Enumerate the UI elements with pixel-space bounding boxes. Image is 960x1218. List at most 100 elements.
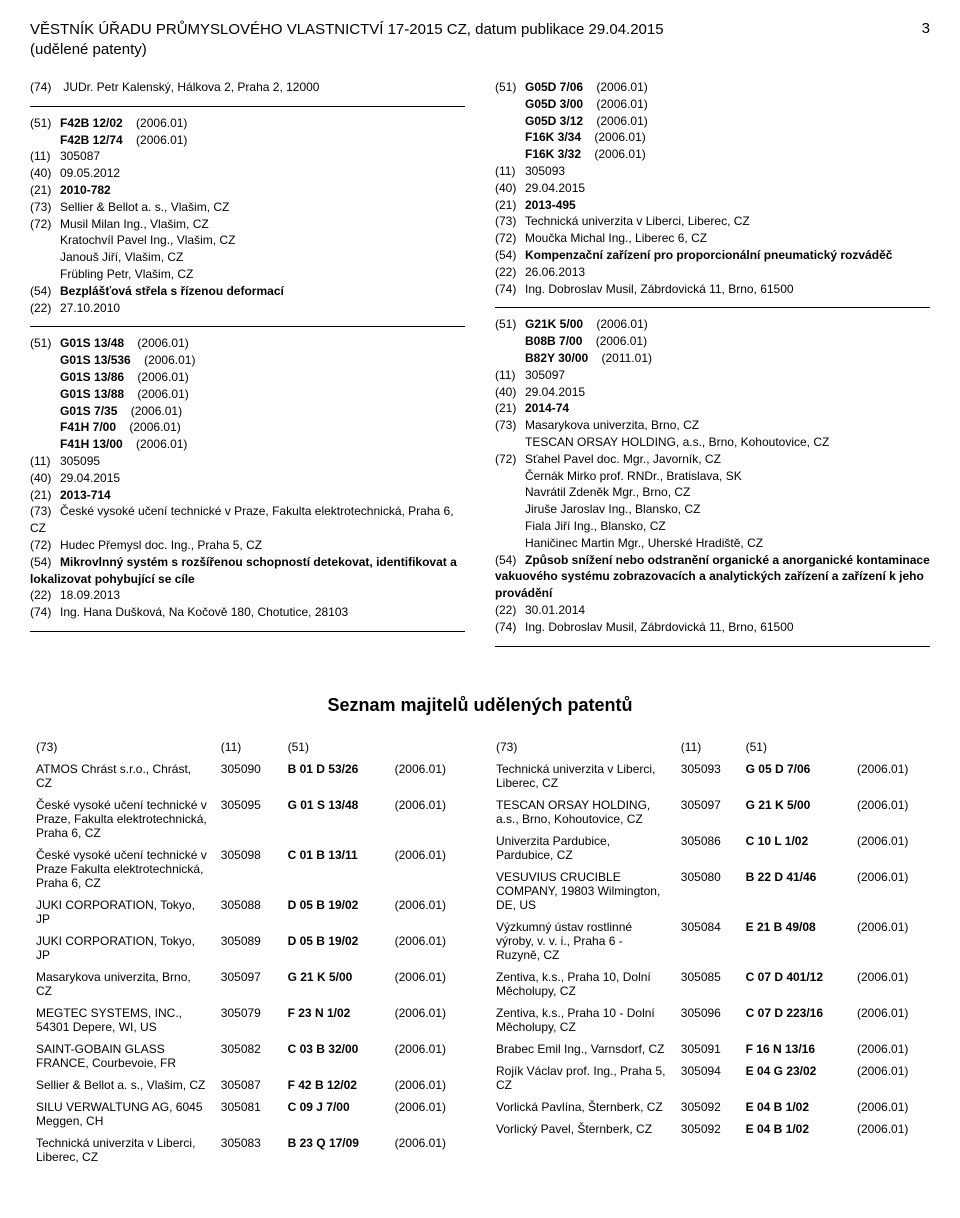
field-code: (11): [495, 163, 525, 180]
entry-line: F42B 12/74 (2006.01): [30, 132, 465, 149]
entry-line: Frübling Petr, Vlašim, CZ: [30, 266, 465, 283]
owner-class: E 04 G 23/02: [740, 1060, 851, 1096]
table-row: Vorlická Pavlína, Šternberk, CZ305092E 0…: [490, 1096, 930, 1118]
field-code: (72): [30, 216, 60, 233]
owner-name: Zentiva, k.s., Praha 10, Dolní Měcholupy…: [490, 966, 675, 1002]
field-code: (51): [495, 316, 525, 333]
owners-table-left: (73) (11) (51) ATMOS Chrást s.r.o., Chrá…: [30, 736, 470, 1168]
owner-year: (2006.01): [389, 894, 470, 930]
table-row: Výzkumný ústav rostlinné výroby, v. v. i…: [490, 916, 930, 966]
field-value: 2010-782: [60, 183, 111, 197]
field-value: Ing. Hana Dušková, Na Kočově 180, Chotut…: [60, 605, 348, 619]
owner-class: G 21 K 5/00: [282, 966, 389, 1002]
table-row: České vysoké učení technické v Praze, Fa…: [30, 794, 470, 844]
entry-line: (74)Ing. Dobroslav Musil, Zábrdovická 11…: [495, 281, 930, 298]
owner-class: F 16 N 13/16: [740, 1038, 851, 1060]
header-51: (51): [282, 736, 470, 758]
field-value: 29.04.2015: [525, 385, 585, 399]
owner-year: (2006.01): [851, 1060, 930, 1096]
field-value: F41H 7/00: [60, 420, 116, 434]
field-value: F41H 13/00: [60, 437, 123, 451]
field-value: G01S 13/86: [60, 370, 124, 384]
table-row: Masarykova univerzita, Brno, CZ305097G 2…: [30, 966, 470, 1002]
field-year: (2011.01): [598, 351, 652, 365]
inventor-name: JUDr. Petr Kalenský, Hálkova 2, Praha 2,…: [63, 80, 319, 94]
table-row: VESUVIUS CRUCIBLE COMPANY, 19803 Wilming…: [490, 866, 930, 916]
owner-name: MEGTEC SYSTEMS, INC., 54301 Depere, WI, …: [30, 1002, 215, 1038]
table-row: JUKI CORPORATION, Tokyo, JP305089D 05 B …: [30, 930, 470, 966]
header-title: VĚSTNÍK ÚŘADU PRŮMYSLOVÉHO VLASTNICTVÍ 1…: [30, 20, 664, 59]
owner-year: (2006.01): [389, 930, 470, 966]
owner-number: 305094: [675, 1060, 740, 1096]
field-code: (72): [30, 537, 60, 554]
entry-line: (72)Musil Milan Ing., Vlašim, CZ: [30, 216, 465, 233]
owner-number: 305085: [675, 966, 740, 1002]
owner-name: Technická univerzita v Liberci, Liberec,…: [30, 1132, 215, 1168]
owner-year: (2006.01): [851, 966, 930, 1002]
page-number: 3: [922, 20, 930, 59]
owner-year: (2006.01): [389, 844, 470, 894]
owners-table-right: (73) (11) (51) Technická univerzita v Li…: [490, 736, 930, 1168]
entry-line: (73)Technická univerzita v Liberci, Libe…: [495, 213, 930, 230]
field-year: (2006.01): [133, 116, 188, 130]
field-value: Technická univerzita v Liberci, Liberec,…: [525, 214, 750, 228]
field-year: (2006.01): [591, 147, 646, 161]
field-value: F16K 3/32: [525, 147, 581, 161]
field-code: (54): [495, 247, 525, 264]
entry-line: (21)2013-714: [30, 487, 465, 504]
left-column: (74) JUDr. Petr Kalenský, Hálkova 2, Pra…: [30, 79, 465, 655]
owner-year: (2006.01): [389, 1038, 470, 1074]
field-code: (22): [495, 264, 525, 281]
field-value: G21K 5/00: [525, 317, 583, 331]
owner-name: Rojík Václav prof. Ing., Praha 5, CZ: [490, 1060, 675, 1096]
owner-number: 305080: [675, 866, 740, 916]
field-value: Sťahel Pavel doc. Mgr., Javorník, CZ: [525, 452, 721, 466]
entry-line: Navrátil Zdeněk Mgr., Brno, CZ: [495, 484, 930, 501]
field-value: F42B 12/74: [60, 133, 123, 147]
header-11: (11): [675, 736, 740, 758]
owner-class: G 01 S 13/48: [282, 794, 389, 844]
owner-year: (2006.01): [851, 1002, 930, 1038]
field-year: (2006.01): [591, 130, 646, 144]
entry-line: F41H 7/00 (2006.01): [30, 419, 465, 436]
field-code: (72): [495, 230, 525, 247]
owner-name: Vorlická Pavlína, Šternberk, CZ: [490, 1096, 675, 1118]
owners-section-title: Seznam majitelů udělených patentů: [30, 695, 930, 716]
entry-line: Černák Mirko prof. RNDr., Bratislava, SK: [495, 468, 930, 485]
field-value: Mikrovlnný systém s rozšířenou schopnost…: [30, 555, 457, 586]
table-row: SAINT-GOBAIN GLASS FRANCE, Courbevoie, F…: [30, 1038, 470, 1074]
owner-number: 305092: [675, 1096, 740, 1118]
field-value: G05D 3/00: [525, 97, 583, 111]
field-value: Navrátil Zdeněk Mgr., Brno, CZ: [525, 485, 690, 499]
table-row: Technická univerzita v Liberci, Liberec,…: [30, 1132, 470, 1168]
field-year: (2006.01): [133, 437, 188, 451]
field-value: 2013-495: [525, 198, 576, 212]
owners-tables: (73) (11) (51) ATMOS Chrást s.r.o., Chrá…: [30, 736, 930, 1168]
entry-line: (54)Kompenzační zařízení pro proporcioná…: [495, 247, 930, 264]
owner-name: Vorlický Pavel, Šternberk, CZ: [490, 1118, 675, 1140]
table-row: Brabec Emil Ing., Varnsdorf, CZ305091F 1…: [490, 1038, 930, 1060]
entry-line: Kratochvíl Pavel Ing., Vlašim, CZ: [30, 232, 465, 249]
owner-year: (2006.01): [851, 1096, 930, 1118]
field-value: Janouš Jiří, Vlašim, CZ: [60, 250, 183, 264]
field-code: (22): [30, 300, 60, 317]
entry-line: G01S 13/88 (2006.01): [30, 386, 465, 403]
field-value: 27.10.2010: [60, 301, 120, 315]
entry-line: (11)305095: [30, 453, 465, 470]
field-year: (2006.01): [134, 336, 189, 350]
patent-entry: (51)F42B 12/02 (2006.01)F42B 12/74 (2006…: [30, 115, 465, 317]
entry-line: Jiruše Jaroslav Ing., Blansko, CZ: [495, 501, 930, 518]
entry-line: B08B 7/00 (2006.01): [495, 333, 930, 350]
owner-name: Výzkumný ústav rostlinné výroby, v. v. i…: [490, 916, 675, 966]
top-inventor-line: (74) JUDr. Petr Kalenský, Hálkova 2, Pra…: [30, 79, 465, 96]
entry-line: G01S 7/35 (2006.01): [30, 403, 465, 420]
entry-line: (21)2014-74: [495, 400, 930, 417]
field-value: Kratochvíl Pavel Ing., Vlašim, CZ: [60, 233, 235, 247]
entry-line: Haničinec Martin Mgr., Uherské Hradiště,…: [495, 535, 930, 552]
field-year: (2006.01): [134, 387, 189, 401]
owner-class: B 22 D 41/46: [740, 866, 851, 916]
owner-number: 305098: [215, 844, 282, 894]
field-value: Fiala Jiří Ing., Blansko, CZ: [525, 519, 666, 533]
entry-line: B82Y 30/00 (2011.01): [495, 350, 930, 367]
field-code: (54): [30, 554, 60, 571]
